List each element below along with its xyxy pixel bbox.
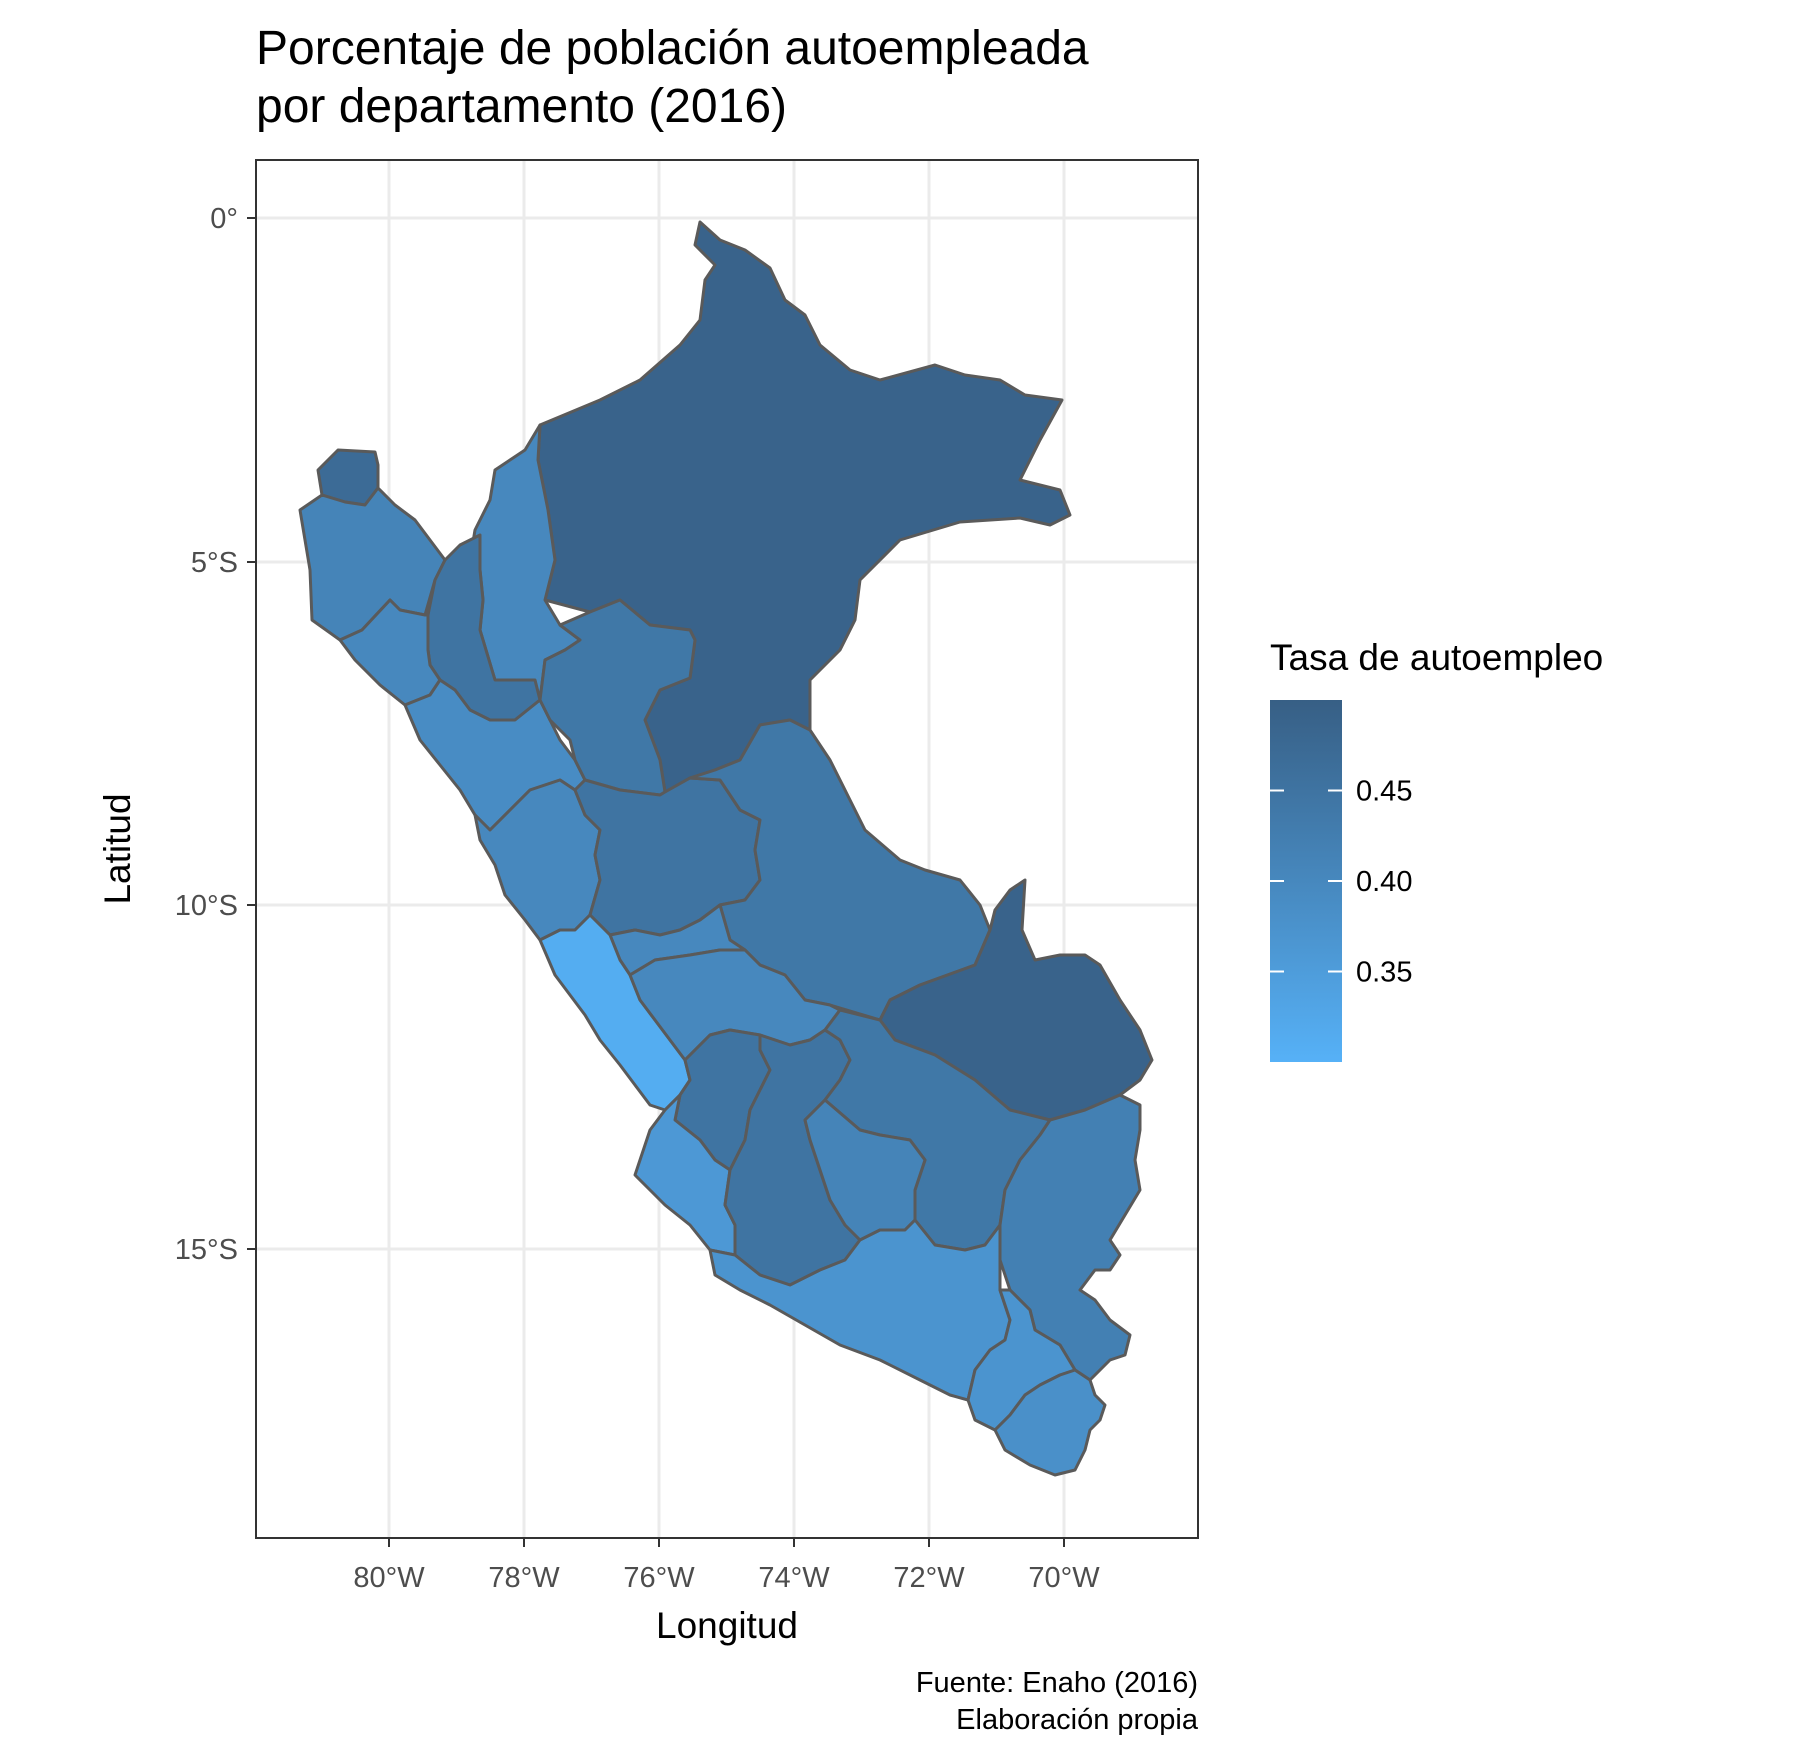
- chart-title-line1: Porcentaje de población autoempleada: [256, 22, 1089, 75]
- legend-ticks: 0.35 0.40 0.45: [1270, 776, 1412, 989]
- legend-tick-label: 0.40: [1356, 866, 1412, 898]
- legend-tick-label: 0.35: [1356, 957, 1412, 989]
- region-san-martin: [538, 598, 697, 797]
- axis-ticks: [247, 217, 1065, 1547]
- legend: Tasa de autoempleo 0.35 0.40 0.45: [1270, 637, 1603, 1062]
- plot-border: [255, 159, 1199, 1539]
- y-tick-label: 5°S: [191, 547, 238, 579]
- caption-note: Elaboración propia: [956, 1704, 1199, 1736]
- y-tick-label: 10°S: [175, 890, 238, 922]
- x-tick-label: 78°W: [488, 1562, 560, 1594]
- region-tacna: [993, 1368, 1107, 1477]
- x-tick-label: 72°W: [893, 1562, 965, 1594]
- departments: [298, 220, 1154, 1477]
- x-tick-label: 76°W: [623, 1562, 695, 1594]
- legend-tick-label: 0.45: [1356, 776, 1412, 808]
- chart-title-line2: por departamento (2016): [256, 80, 787, 133]
- caption-source: Fuente: Enaho (2016): [916, 1667, 1198, 1699]
- x-tick-label: 80°W: [353, 1562, 425, 1594]
- legend-title: Tasa de autoempleo: [1270, 637, 1603, 678]
- y-axis-title: Latitud: [97, 793, 138, 904]
- y-tick-label: 0°: [210, 203, 238, 235]
- x-axis-title: Longitud: [656, 1605, 798, 1646]
- y-tick-label: 15°S: [175, 1234, 238, 1266]
- region-lambayeque: [338, 598, 442, 707]
- x-tick-label: 70°W: [1028, 1562, 1100, 1594]
- x-tick-label: 74°W: [758, 1562, 830, 1594]
